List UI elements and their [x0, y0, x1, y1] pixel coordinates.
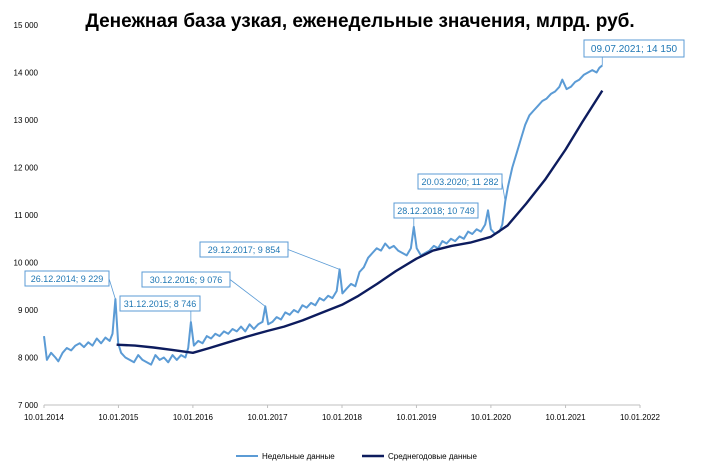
y-tick-label: 13 000	[14, 116, 39, 125]
callout-label: 20.03.2020; 11 282	[422, 177, 499, 187]
y-tick-label: 9 000	[18, 306, 39, 315]
callout-label: 09.07.2021; 14 150	[591, 44, 678, 55]
callout-box	[119, 295, 201, 312]
series-layer	[43, 64, 604, 366]
x-tick-label: 10.01.2017	[248, 413, 289, 422]
callout-leader-line	[501, 181, 506, 202]
callout-box	[417, 173, 503, 190]
y-tick-label: 8 000	[18, 354, 39, 363]
x-tick-label: 10.01.2021	[546, 413, 587, 422]
callout-label: 31.12.2015; 8 746	[124, 299, 197, 309]
y-tick-label: 7 000	[18, 401, 39, 410]
data-callout: 20.03.2020; 11 282	[417, 173, 506, 202]
data-callout: 09.07.2021; 14 150	[583, 39, 685, 66]
callout-label: 28.12.2018; 10 749	[397, 206, 475, 216]
weekly-series-line	[43, 64, 603, 366]
callout-box	[583, 39, 685, 58]
callout-box	[24, 270, 110, 287]
legend: Недельные данные Среднегодовые данные	[236, 452, 478, 461]
data-callout: 31.12.2015; 8 746	[119, 295, 201, 323]
callout-leader-line	[287, 249, 340, 270]
x-tick-label: 10.01.2018	[322, 413, 363, 422]
y-tick-label: 12 000	[14, 164, 39, 173]
callout-leader-line	[108, 278, 116, 300]
data-callout: 30.12.2016; 9 076	[141, 271, 266, 307]
y-tick-label: 14 000	[14, 69, 39, 78]
legend-label: Недельные данные	[262, 452, 335, 461]
y-tick-label: 15 000	[14, 21, 39, 30]
x-tick-label: 10.01.2016	[173, 413, 214, 422]
chart-title: Денежная база узкая, еженедельные значен…	[85, 11, 634, 32]
x-tick-label: 10.01.2014	[24, 413, 65, 422]
callout-leader-line	[229, 279, 266, 307]
legend-item: Среднегодовые данные	[362, 452, 478, 461]
callout-box	[141, 271, 231, 288]
annotation-layer: 26.12.2014; 9 229 31.12.2015; 8 746 30.12.…	[24, 39, 685, 323]
y-axis: 7 000 8 000 9 000 10 000 11 000 12 000 13 000 1…	[14, 21, 39, 410]
callout-box	[393, 202, 479, 219]
callout-box	[199, 241, 289, 258]
x-tick-label: 10.01.2019	[396, 413, 437, 422]
x-tick-label: 10.01.2022	[620, 413, 661, 422]
data-callout: 26.12.2014; 9 229	[24, 270, 116, 300]
legend-label: Среднегодовые данные	[388, 452, 478, 461]
x-tick-label: 10.01.2015	[98, 413, 139, 422]
annual-average-series-line	[116, 89, 604, 354]
y-tick-label: 11 000	[14, 211, 38, 220]
x-tick-label: 10.01.2020	[471, 413, 512, 422]
data-callout: 28.12.2018; 10 749	[393, 202, 479, 227]
callout-label: 30.12.2016; 9 076	[150, 275, 223, 285]
legend-item: Недельные данные	[236, 452, 335, 461]
data-callout: 29.12.2017; 9 854	[199, 241, 340, 270]
x-axis: 10.01.2014 10.01.2015 10.01.2016 10.01.2017…	[24, 404, 661, 422]
callout-label: 29.12.2017; 9 854	[208, 245, 281, 255]
y-tick-label: 10 000	[14, 259, 39, 268]
callout-label: 26.12.2014; 9 229	[31, 274, 104, 284]
